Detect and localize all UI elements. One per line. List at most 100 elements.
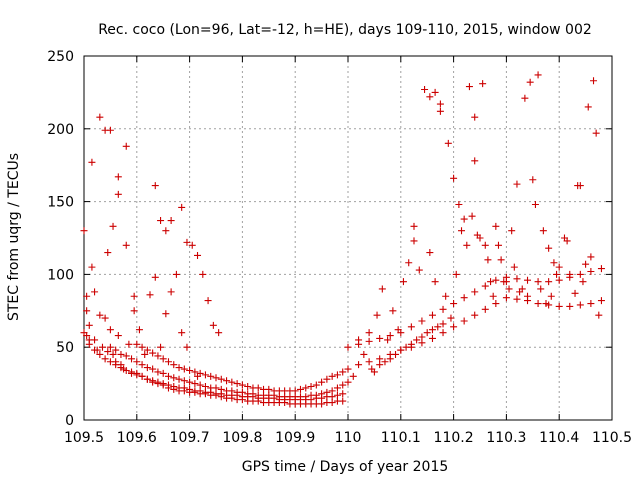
data-point xyxy=(186,366,194,374)
data-point xyxy=(201,371,209,379)
data-point xyxy=(439,320,447,328)
data-point xyxy=(194,251,202,259)
data-point xyxy=(133,371,141,379)
data-point xyxy=(199,270,207,278)
data-point xyxy=(436,107,444,115)
data-point xyxy=(355,340,363,348)
data-point xyxy=(122,352,130,360)
data-point xyxy=(373,311,381,319)
data-point xyxy=(80,329,88,337)
data-point xyxy=(513,275,521,283)
data-point xyxy=(159,369,167,377)
x-tick-label: 109.5 xyxy=(64,430,104,446)
data-point xyxy=(212,374,220,382)
data-point xyxy=(555,302,563,310)
data-point xyxy=(547,292,555,300)
data-point xyxy=(431,88,439,96)
x-tick-label: 109.7 xyxy=(170,430,210,446)
data-point xyxy=(307,383,315,391)
x-tick-label: 110.5 xyxy=(592,430,632,446)
data-point xyxy=(106,326,114,334)
data-point xyxy=(106,358,114,366)
data-point xyxy=(450,300,458,308)
data-point xyxy=(204,297,212,305)
data-point xyxy=(481,305,489,313)
x-tick-label: 110.2 xyxy=(434,430,474,446)
data-point xyxy=(238,388,246,396)
data-point xyxy=(376,355,384,363)
data-point xyxy=(397,346,405,354)
data-point xyxy=(323,388,331,396)
data-point xyxy=(576,301,584,309)
x-tick-label: 109.6 xyxy=(117,430,157,446)
x-tick-label: 109.8 xyxy=(222,430,262,446)
data-point xyxy=(212,384,220,392)
data-point xyxy=(428,311,436,319)
data-point xyxy=(312,381,320,389)
y-tick-label: 150 xyxy=(47,195,74,211)
data-point xyxy=(117,350,125,358)
data-point xyxy=(254,384,262,392)
data-point xyxy=(545,278,553,286)
data-point xyxy=(112,346,120,354)
data-point xyxy=(238,381,246,389)
data-point xyxy=(228,378,236,386)
data-point xyxy=(149,377,157,385)
data-point xyxy=(117,364,125,372)
data-point xyxy=(365,329,373,337)
data-point xyxy=(112,361,120,369)
data-point xyxy=(479,80,487,88)
data-point xyxy=(460,317,468,325)
data-point xyxy=(508,227,516,235)
data-point xyxy=(186,385,194,393)
data-point xyxy=(88,263,96,271)
data-point xyxy=(333,371,341,379)
x-tick-label: 110 xyxy=(335,430,362,446)
data-point xyxy=(521,94,529,102)
data-point xyxy=(579,278,587,286)
data-point xyxy=(130,307,138,315)
data-point xyxy=(175,364,183,372)
data-point xyxy=(217,375,225,383)
data-point xyxy=(471,288,479,296)
data-point xyxy=(217,385,225,393)
data-point xyxy=(151,182,159,190)
data-point xyxy=(143,346,151,354)
data-point xyxy=(233,380,241,388)
data-point xyxy=(170,361,178,369)
data-point xyxy=(481,282,489,290)
data-point xyxy=(339,390,347,398)
data-point xyxy=(109,222,117,230)
data-point xyxy=(471,157,479,165)
data-point xyxy=(143,364,151,372)
data-point xyxy=(91,288,99,296)
data-point xyxy=(146,291,154,299)
data-point xyxy=(597,297,605,305)
data-point xyxy=(502,294,510,302)
data-point xyxy=(587,300,595,308)
data-point xyxy=(133,340,141,348)
data-point xyxy=(104,348,112,356)
x-tick-label: 110.1 xyxy=(381,430,421,446)
data-point xyxy=(138,361,146,369)
data-point xyxy=(323,375,331,383)
data-point xyxy=(365,337,373,345)
data-point xyxy=(436,100,444,108)
data-point xyxy=(328,387,336,395)
data-point xyxy=(386,332,394,340)
data-point xyxy=(476,234,484,242)
data-point xyxy=(178,329,186,337)
data-point xyxy=(534,278,542,286)
data-point xyxy=(133,358,141,366)
data-point xyxy=(410,237,418,245)
data-point xyxy=(426,249,434,257)
data-point xyxy=(114,190,122,198)
data-point xyxy=(590,77,598,85)
data-point xyxy=(505,285,513,293)
data-point xyxy=(576,182,584,190)
data-point xyxy=(159,380,167,388)
data-point xyxy=(318,378,326,386)
data-point xyxy=(207,372,215,380)
data-point xyxy=(384,336,392,344)
data-point xyxy=(502,273,510,281)
